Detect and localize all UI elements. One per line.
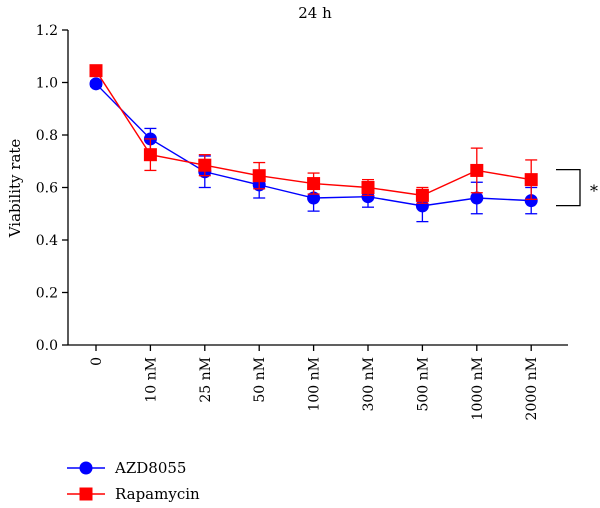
- x-tick-label: 500 nM: [415, 357, 431, 412]
- legend-item: Rapamycin: [67, 485, 200, 503]
- data-point: [524, 173, 538, 187]
- x-tick-label: 2000 nM: [524, 357, 540, 420]
- x-tick-label: 0: [89, 357, 105, 366]
- y-tick-label: 1.0: [36, 76, 58, 92]
- chart-title: 24 h: [298, 4, 332, 22]
- x-tick-label: 1000 nM: [470, 357, 486, 420]
- data-point: [89, 77, 103, 91]
- data-point: [143, 148, 157, 162]
- legend-label: Rapamycin: [115, 485, 200, 503]
- data-point: [307, 177, 321, 191]
- series-layer: [89, 64, 538, 223]
- data-point: [361, 181, 375, 194]
- data-point: [415, 188, 429, 202]
- y-tick-label: 0.4: [36, 233, 58, 249]
- y-ticks: 0.0 0.2 0.4 0.6 0.8 1.0 1.2: [36, 23, 68, 354]
- y-tick-label: 0.6: [36, 181, 58, 197]
- data-point: [198, 158, 212, 172]
- data-point: [89, 64, 103, 78]
- bracket-line: [556, 168, 581, 207]
- x-tick-label: 25 nM: [198, 357, 214, 403]
- legend: AZD8055 Rapamycin: [67, 459, 200, 503]
- y-tick-label: 0.8: [36, 128, 58, 144]
- data-point: [307, 191, 321, 205]
- x-tick-label: 300 nM: [361, 357, 377, 412]
- x-tick-label: 10 nM: [143, 357, 159, 403]
- legend-item: AZD8055: [67, 459, 186, 477]
- series-rapamycin: [89, 64, 538, 204]
- significance-bracket: *: [556, 168, 598, 207]
- legend-marker: [79, 487, 93, 501]
- data-point: [252, 169, 266, 183]
- legend-marker: [79, 461, 93, 475]
- y-tick-label: 1.2: [36, 23, 58, 39]
- x-tick-label: 50 nM: [252, 357, 268, 403]
- data-point: [470, 163, 484, 177]
- legend-label: AZD8055: [114, 459, 186, 477]
- y-tick-label: 0.2: [36, 286, 58, 302]
- y-axis-label: Viability rate: [6, 139, 24, 239]
- x-ticks: 0 10 nM 25 nM 50 nM 100 nM 300 nM 500 nM 1000 n…: [89, 345, 540, 420]
- data-point: [524, 194, 538, 208]
- x-tick-label: 100 nM: [307, 357, 323, 412]
- y-tick-label: 0.0: [36, 338, 58, 354]
- data-point: [470, 191, 484, 205]
- significance-mark: *: [590, 182, 598, 201]
